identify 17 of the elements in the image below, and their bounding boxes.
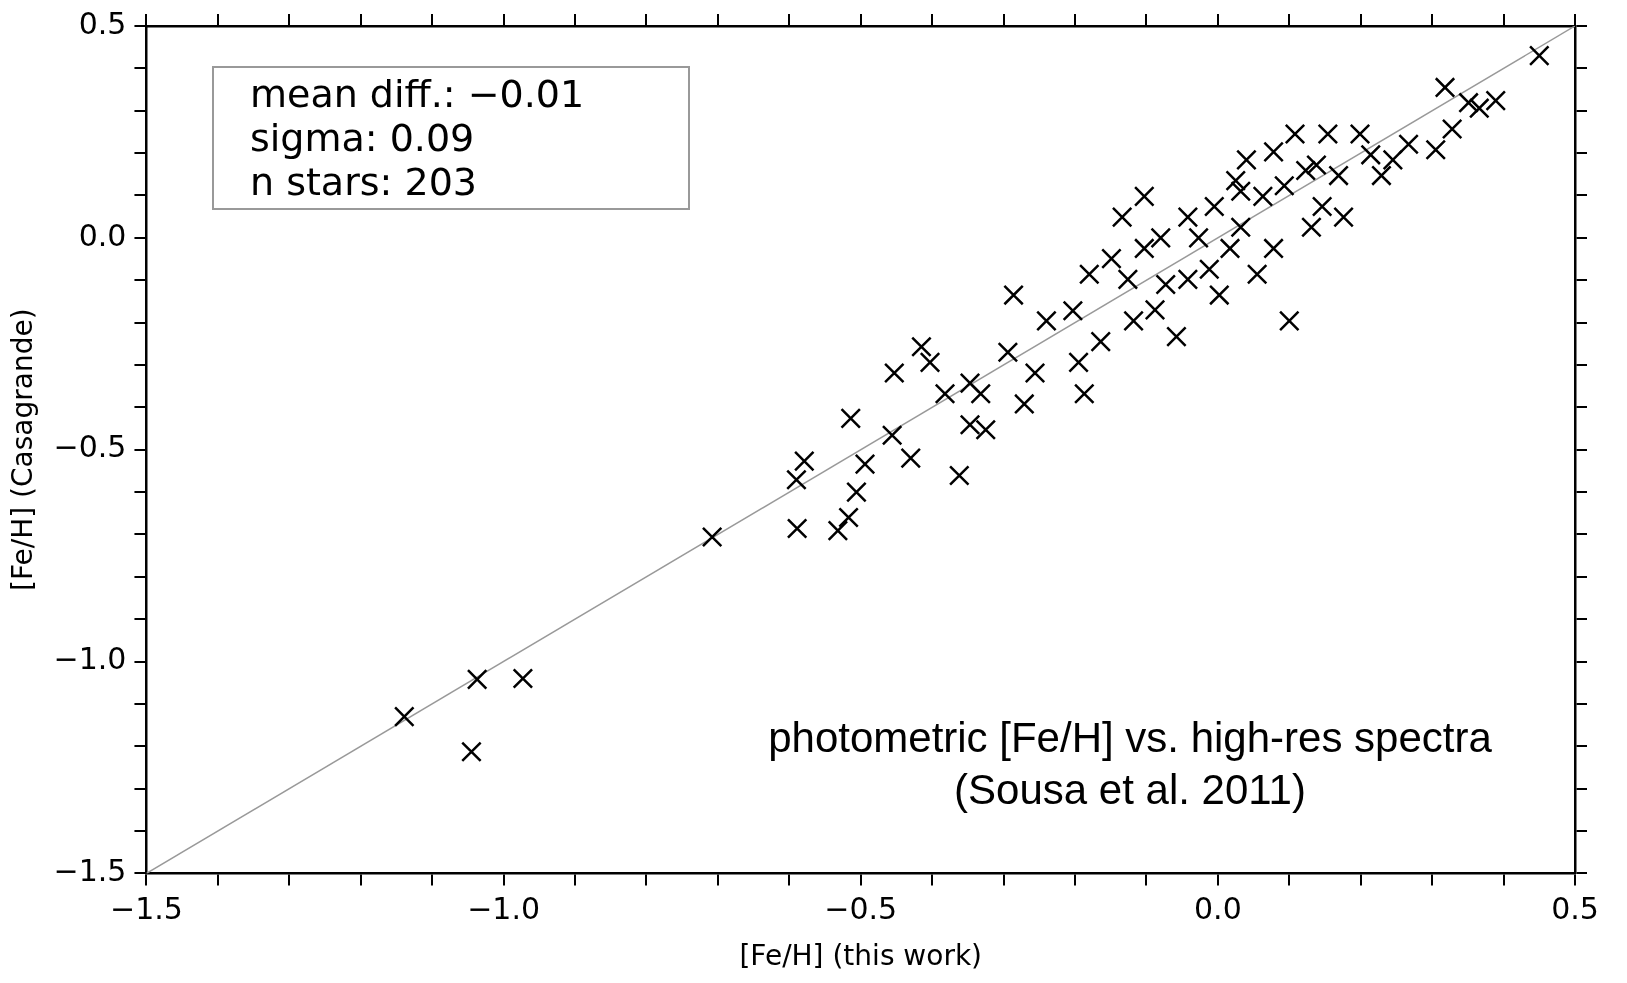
annotation: sigma: 0.09	[250, 116, 476, 160]
x-tick-label: −1.5	[110, 891, 183, 927]
annotation: mean diff.: −0.01	[250, 72, 586, 116]
x-axis-title: [Fe/H] (this work)	[739, 939, 983, 973]
annotation: n stars: 203	[250, 160, 478, 204]
x-tick-label: 0.0	[1194, 891, 1242, 927]
y-tick-label: 0.0	[78, 217, 127, 253]
text-box: mean diff.: −0.01 sigma: 0.09 n stars: 203	[212, 66, 690, 210]
x-tick-label: 0.5	[1551, 891, 1599, 927]
y-tick-label: −1.0	[53, 641, 127, 677]
y-tick-label: −1.5	[53, 853, 127, 889]
y-axis-title: [Fe/H] (Casagrande)	[6, 308, 40, 591]
annotation: photometric [Fe/H] vs. high-res spectra (Sousa et al. 2011)	[767, 713, 1493, 815]
x-tick-label: −0.5	[824, 891, 898, 927]
y-tick-label: −0.5	[53, 429, 127, 465]
x-tick-label: −1.0	[467, 891, 541, 927]
y-tick-label: 0.5	[78, 5, 127, 41]
